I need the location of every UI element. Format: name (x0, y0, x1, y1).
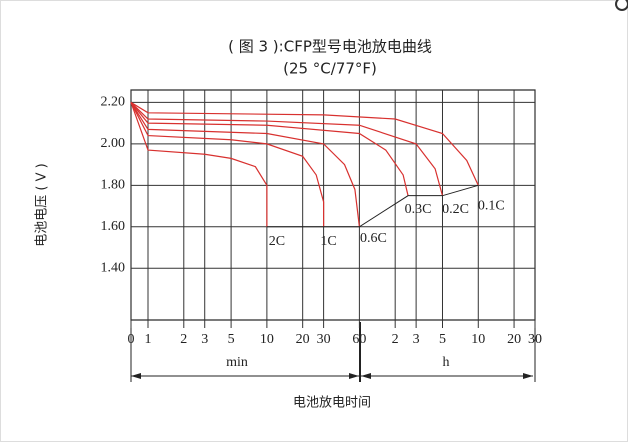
x-tick-label: 1 (145, 332, 152, 347)
x-tick-label: 2 (180, 332, 187, 347)
series-label: 0.1C (478, 199, 505, 214)
y-tick-label: 2.00 (101, 136, 126, 151)
series-label: 2C (269, 234, 285, 249)
discharge-curve (130, 102, 360, 227)
chart-subtitle: (25 °C/77°F) (283, 60, 377, 78)
x-axis-label: 电池放电时间 (293, 396, 371, 411)
x-tick-label: 0 (128, 332, 135, 347)
unit-label: h (443, 355, 450, 370)
x-tick-label: 30 (528, 332, 542, 347)
x-tick-label: 3 (413, 332, 420, 347)
series-label: 1C (320, 234, 336, 249)
discharge-curve (130, 102, 444, 196)
discharge-curve (130, 101, 479, 186)
y-tick-label: 1.80 (101, 178, 126, 193)
discharge-curve (130, 102, 409, 196)
unit-arrows (130, 322, 536, 382)
series-label: 0.2C (442, 202, 469, 217)
y-tick-label: 1.60 (101, 219, 126, 234)
x-tick-label: 60 (352, 332, 366, 347)
series-label: 0.6C (360, 231, 387, 246)
x-tick-label: 10 (471, 332, 485, 347)
y-tick-label: 2.20 (101, 95, 126, 110)
x-tick-label: 30 (317, 332, 331, 347)
x-tick-label: 3 (201, 332, 208, 347)
x-tick-label: 5 (439, 332, 446, 347)
cutoff-line (266, 184, 479, 228)
discharge-curve (130, 102, 325, 227)
x-tick-label: 2 (392, 332, 399, 347)
series-label: 0.3C (405, 202, 432, 217)
discharge-curve (130, 102, 268, 227)
x-tick-label: 10 (260, 332, 274, 347)
x-tick-label: 20 (296, 332, 310, 347)
y-tick-label: 1.40 (101, 260, 126, 275)
corner-icon (615, 0, 628, 11)
x-tick-label: 5 (228, 332, 235, 347)
chart-title: ( 图 3 ):CFP型号电池放电曲线 (228, 38, 432, 56)
x-tick-label: 20 (507, 332, 521, 347)
y-axis-label: 电池电压 ( V ) (35, 163, 50, 246)
unit-label: min (226, 355, 248, 370)
